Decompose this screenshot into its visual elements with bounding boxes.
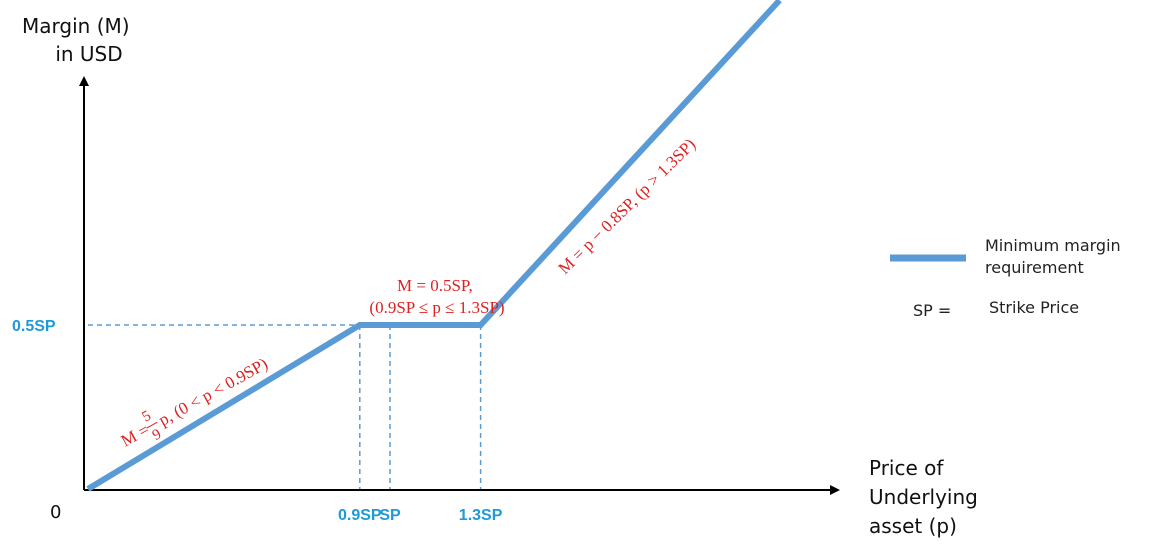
series-line-minimum-margin [86, 0, 782, 492]
x-axis-title-line-1: Price of [869, 456, 944, 480]
legend-series-label: Minimum margin requirement [985, 236, 1126, 277]
y-axis-title-line-2: in USD [55, 42, 122, 66]
guide-lines [88, 324, 482, 489]
x-axis-title: Price of Underlying asset (p) [869, 456, 984, 538]
legend-series-label-line-2: requirement [985, 258, 1084, 277]
x-axis-title-line-3: asset (p) [869, 514, 957, 538]
formula-segment-2: M = 0.5SP, (0.9SP ≤ p ≤ 1.3SP) [369, 276, 504, 317]
y-axis-title-line-1: Margin (M) [22, 14, 130, 38]
formula-1-denominator: 9 [150, 426, 164, 444]
axes [79, 76, 840, 495]
formula-segment-1: M = 5 9 p, (0 < p < 0.9SP) [118, 354, 271, 450]
legend-sp-value: Strike Price [989, 298, 1079, 317]
origin-label: 0 [50, 502, 61, 523]
x-tick-label-1: SP [379, 507, 401, 524]
formula-2-line-1: M = 0.5SP, [397, 276, 473, 295]
formula-2-line-2: (0.9SP ≤ p ≤ 1.3SP) [369, 298, 504, 317]
y-axis-title: Margin (M) in USD [22, 14, 136, 66]
formula-segment-3: M = p − 0.8SP, (p > 1.3SP) [554, 135, 699, 278]
y-tick-label-0: 0.5SP [12, 318, 56, 335]
legend-sp-key: SP = [913, 301, 951, 320]
formula-1-fraction-bar [146, 421, 158, 429]
x-tick-label-0: 0.9SP [338, 507, 382, 524]
x-axis-title-line-2: Underlying [869, 485, 978, 509]
series-group [86, 0, 782, 492]
legend-series-label-line-1: Minimum margin [985, 236, 1121, 255]
x-tick-label-2: 1.3SP [459, 507, 503, 524]
